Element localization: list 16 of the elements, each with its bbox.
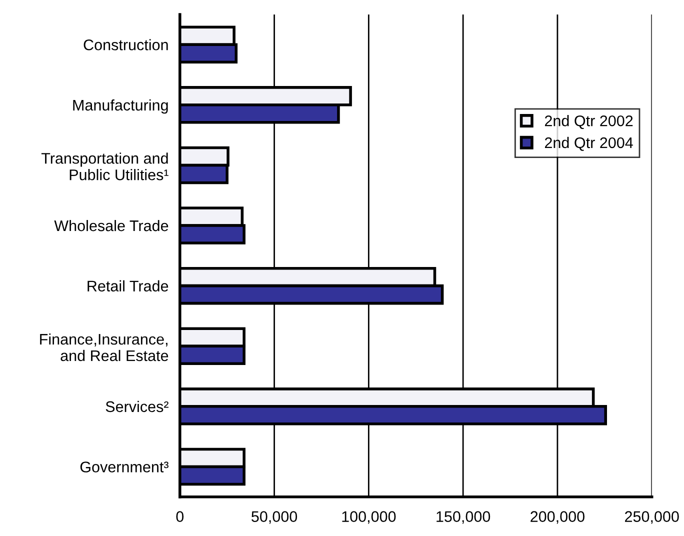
x-tick-label: 200,000 <box>530 511 584 524</box>
legend-label: 2nd Qtr 2002 <box>544 115 633 130</box>
legend-label: 2nd Qtr 2004 <box>544 136 633 151</box>
y-tick-label: Manufacturing <box>73 99 168 114</box>
y-tick-label: Retail Trade <box>88 280 168 292</box>
x-tick-label: 100,000 <box>342 511 396 524</box>
y-tick-label: Finance,Insurance, and Real Estate <box>40 333 168 362</box>
x-tick-label: 0 <box>176 511 184 522</box>
x-tick-label: 250,000 <box>625 511 679 524</box>
y-tick-label: Services² <box>106 400 168 412</box>
x-tick-label: 50,000 <box>252 511 298 524</box>
y-tick-label: Wholesale Trade <box>54 220 168 232</box>
y-tick-label: Government³ <box>80 462 168 472</box>
y-tick-label: Construction <box>84 39 168 50</box>
x-tick-label: 150,000 <box>436 511 490 524</box>
y-tick-label: Transportation and Public Utilities¹ <box>41 152 168 180</box>
